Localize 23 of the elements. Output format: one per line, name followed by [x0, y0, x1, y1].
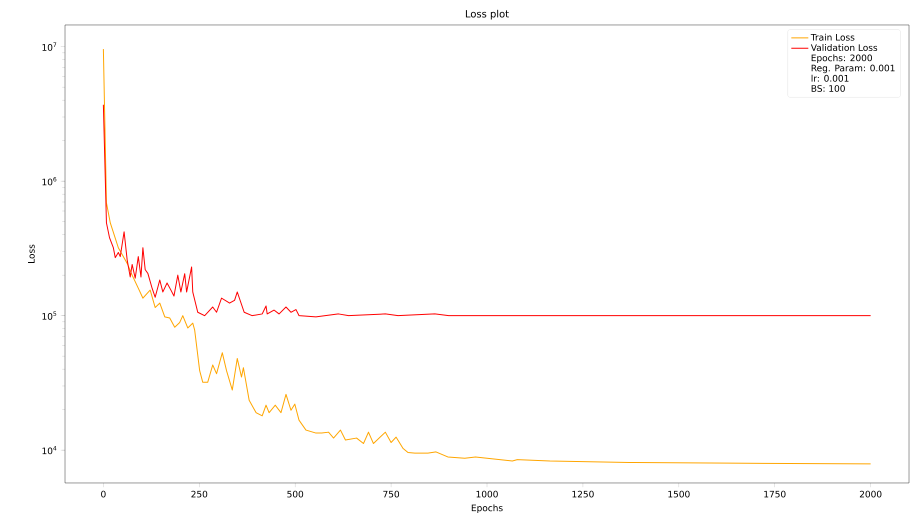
legend-label: Train Loss [810, 34, 854, 41]
annotation: lr: 0.001 [812, 74, 848, 82]
x-tick-label: 1500 [668, 490, 690, 498]
y-axis-title: Loss [28, 244, 35, 263]
y-tick-label: 10$^{5}$ [42, 312, 56, 320]
annotation: BS: 100 [812, 85, 845, 92]
line-series [102, 104, 872, 318]
x-tick-label: 1000 [476, 490, 498, 498]
x-tick-label: 750 [383, 490, 400, 498]
y-tick-label: 10$^{7}$ [42, 42, 56, 51]
x-axis-title: Epochs [472, 504, 503, 514]
annotation: Reg. Param: 0.001 [812, 64, 895, 74]
y-tick-label: 10$^{4}$ [42, 446, 56, 454]
x-tick-label: 500 [287, 490, 304, 498]
x-tick-label: 250 [191, 490, 208, 498]
legend-label: Validation Loss [810, 44, 878, 51]
x-tick-label: 2000 [860, 490, 882, 498]
annotation: Epochs: 2000 [812, 54, 872, 64]
x-tick-label: 1250 [572, 490, 594, 498]
x-tick-label: 1750 [764, 490, 786, 498]
x-tick-label: 0 [101, 490, 106, 498]
y-tick-label: 10$^{6}$ [42, 176, 56, 186]
chart-title: Loss plot [466, 10, 509, 20]
